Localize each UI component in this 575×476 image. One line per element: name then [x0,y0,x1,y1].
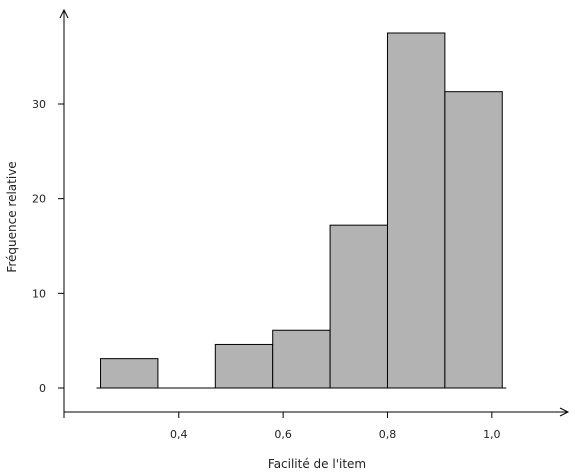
x-axis-arrow-icon [559,407,570,417]
x-axis-title: Facilité de l'item [268,457,366,471]
y-ticks-group: 0 10 20 30 [32,98,64,395]
histogram-bar [329,224,388,389]
axes-group [59,8,570,417]
y-axis-title: Fréquence relative [5,161,19,272]
histogram-bar [100,358,159,389]
x-tick-label: 0,6 [274,428,292,441]
histogram-bar [444,91,503,389]
histogram-bar [272,329,331,389]
y-axis-arrow-icon [59,8,69,19]
x-tick-label: 1,0 [483,428,501,441]
y-tick-label: 20 [32,193,46,206]
x-tick-label: 0,4 [170,428,188,441]
y-tick-label: 0 [39,382,46,395]
y-tick-label: 10 [32,287,46,300]
bars-group [96,32,507,389]
histogram-bar [386,32,446,389]
histogram-bar [214,343,274,389]
y-tick-label: 30 [32,98,46,111]
x-ticks-group: 0,4 0,6 0,8 1,0 [63,412,501,441]
x-tick-label: 0,8 [379,428,397,441]
